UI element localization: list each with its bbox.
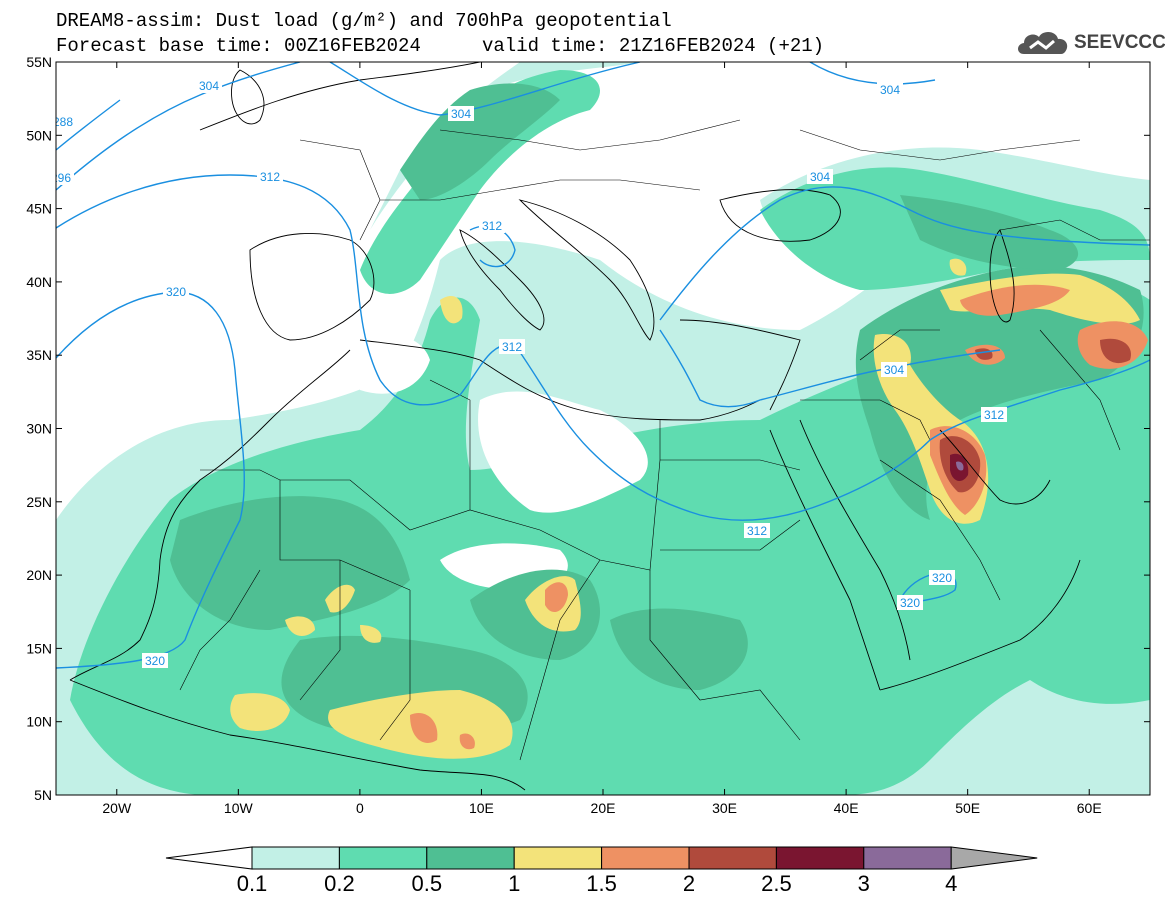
contour-label-bg [56, 114, 76, 129]
lon-label: 20E [591, 800, 616, 816]
contour-label-bg [877, 82, 903, 97]
contour-label-bg [499, 339, 525, 354]
contour-304-west [329, 62, 641, 116]
lat-label: 45N [26, 201, 52, 217]
lon-label: 30E [712, 800, 737, 816]
colorbar-over-triangle [950, 846, 1038, 870]
colorbar-segment [863, 846, 952, 870]
colorbar-segment [775, 846, 865, 870]
colorbar-label: 1 [508, 871, 520, 896]
lon-label: 20W [102, 800, 132, 816]
contour-312-east [659, 329, 761, 408]
lat-label: 30N [26, 421, 52, 437]
contour-label: 320 [932, 571, 952, 585]
coastlines [69, 62, 1081, 791]
contour-304-east [809, 62, 936, 85]
colorbar-segment [513, 846, 603, 870]
contour-label: 312 [984, 408, 1004, 422]
contour-label: 320 [900, 596, 920, 610]
colorbar-segment [601, 846, 690, 870]
colorbar-segment [688, 846, 777, 870]
logo-text: SEEVCCC [1074, 32, 1165, 53]
lat-label: 35N [26, 347, 52, 363]
contour-label: 304 [810, 170, 830, 184]
colorbar-under-triangle [165, 846, 253, 870]
lon-label: 40E [834, 800, 859, 816]
contour-label-bg [196, 78, 222, 93]
lon-label: 60E [1077, 800, 1102, 816]
contour-label: 320 [145, 654, 165, 668]
contour-label: 312 [482, 219, 502, 233]
contour-label: 304 [199, 79, 219, 93]
lon-label: 10W [224, 800, 254, 816]
contour-label: 288 [53, 115, 73, 129]
map-title: DREAM8-assim: Dust load (g/m²) and 700hP… [56, 10, 672, 32]
contour-label: 312 [747, 524, 767, 538]
colorbar: 0.1 0.2 0.5 1 1.5 2 2.5 3 4 [165, 846, 1038, 896]
colorbar-label: 4 [945, 871, 957, 896]
colorbar-label: 0.2 [324, 871, 355, 896]
contour-label-bg [448, 106, 474, 121]
contour-label-bg [744, 523, 770, 538]
contour-label-bg [142, 653, 168, 668]
longitude-axis: 20W 10W 0 10E 20E 30E 40E 50E 60E [102, 62, 1102, 816]
lat-label: 50N [26, 127, 52, 143]
lon-label: 50E [955, 800, 980, 816]
lat-label: 15N [26, 640, 52, 656]
seevccc-logo: SEEVCCC [1016, 26, 1165, 60]
contour-label-bg [257, 169, 283, 184]
cloud-logo-icon [1018, 31, 1068, 54]
lat-label: 55N [26, 54, 52, 70]
contour-label-bg [929, 570, 955, 585]
dust-free-areas [350, 336, 648, 590]
lat-label: 25N [26, 494, 52, 510]
contour-label: 304 [880, 83, 900, 97]
lon-label: 0 [356, 800, 364, 816]
contour-304-main [659, 186, 1150, 321]
contour-320-west [56, 291, 245, 669]
colorbar-segment [338, 846, 428, 870]
latitude-axis: 55N 50N 45N 40N 35N 30N 25N 20N 15N 10N 5N [26, 54, 1150, 803]
colorbar-label: 2 [683, 871, 695, 896]
map-plot-area: 304 304 304 304 304 312 312 312 312 312 320 320 320 3… [51, 62, 1150, 795]
contour-label-bg [807, 169, 833, 184]
lon-label: 10E [469, 800, 494, 816]
contour-312-north [56, 174, 516, 406]
contour-label-bg [981, 407, 1007, 422]
colorbar-label: 1.5 [586, 871, 617, 896]
lat-label: 40N [26, 274, 52, 290]
colorbar-label: 2.5 [761, 871, 792, 896]
contour-labels: 304 304 304 304 304 312 312 312 312 312 320 320 320 3… [51, 78, 1007, 668]
lat-label: 5N [34, 787, 52, 803]
contour-296 [56, 62, 301, 191]
contour-label-bg [163, 284, 189, 299]
contour-label-bg [479, 218, 505, 233]
contour-312-med [514, 344, 1150, 521]
contour-label: 304 [451, 107, 471, 121]
colorbar-segment [251, 846, 340, 870]
dust-level-3 [956, 461, 964, 471]
contour-label: 312 [502, 340, 522, 354]
colorbar-segment [426, 846, 515, 870]
colorbar-label: 0.1 [237, 871, 268, 896]
contour-label-bg [881, 362, 907, 377]
country-borders [179, 119, 1150, 761]
forecast-base-time: Forecast base time: 00Z16FEB2024 [56, 35, 421, 57]
colorbar-label: 3 [858, 871, 870, 896]
contour-label: 312 [260, 170, 280, 184]
contour-288 [56, 99, 121, 151]
lat-label: 20N [26, 567, 52, 583]
contour-label: 320 [166, 285, 186, 299]
lat-label: 10N [26, 714, 52, 730]
contour-label-bg [897, 595, 923, 610]
colorbar-label: 0.5 [412, 871, 443, 896]
valid-time: valid time: 21Z16FEB2024 (+21) [482, 35, 825, 57]
contour-label: 296 [51, 171, 71, 185]
contour-label-bg [56, 170, 74, 185]
contour-label: 304 [884, 363, 904, 377]
